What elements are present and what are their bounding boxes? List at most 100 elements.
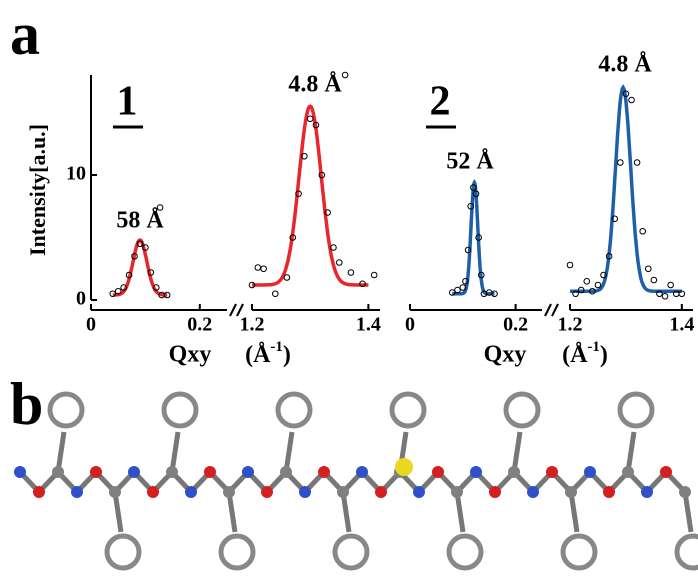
- fit-curve: [252, 106, 368, 285]
- atom: [33, 486, 45, 498]
- atom: [565, 486, 577, 498]
- bond: [115, 492, 121, 532]
- atom: [489, 486, 501, 498]
- atom: [432, 466, 444, 478]
- bond: [58, 432, 64, 472]
- ring: [677, 536, 698, 568]
- data-point: [634, 160, 640, 166]
- atom: [584, 466, 596, 478]
- atom: [413, 486, 425, 498]
- peak-label: 4.8 Å: [288, 72, 342, 98]
- atom: [185, 486, 197, 498]
- bond: [172, 432, 178, 472]
- data-point: [255, 265, 261, 271]
- panel-number: 1: [117, 79, 138, 125]
- atom: [603, 486, 615, 498]
- atom: [261, 486, 273, 498]
- atom: [660, 466, 672, 478]
- data-point: [662, 293, 668, 299]
- x-axis-unit-part: (Å: [562, 342, 588, 368]
- ring: [335, 536, 367, 568]
- atom: [318, 466, 330, 478]
- atom: [508, 466, 520, 478]
- fit-curve: [452, 183, 494, 294]
- panel-number: 2: [430, 79, 451, 125]
- atom: [679, 486, 691, 498]
- x-axis-label: Qxy: [169, 342, 212, 368]
- atom-sulfur: [395, 458, 413, 476]
- atom: [204, 466, 216, 478]
- ring: [392, 394, 424, 426]
- atom: [375, 486, 387, 498]
- peak-label: 58 Å: [116, 208, 164, 234]
- atom: [641, 486, 653, 498]
- atom: [470, 466, 482, 478]
- atom: [223, 486, 235, 498]
- atom: [147, 486, 159, 498]
- bond: [571, 492, 577, 532]
- x-axis-unit-part: ): [283, 342, 291, 368]
- x-axis-unit: (Å-1): [245, 339, 291, 367]
- atom: [356, 466, 368, 478]
- atom: [451, 486, 463, 498]
- data-point: [651, 277, 657, 283]
- atom: [166, 466, 178, 478]
- x-tick-label: 1.4: [669, 314, 694, 336]
- bond: [628, 432, 634, 472]
- x-axis-unit-part: (Å: [245, 342, 271, 368]
- axis-break: [230, 304, 236, 316]
- ring: [278, 394, 310, 426]
- data-point: [284, 275, 290, 281]
- axis-break: [545, 304, 551, 316]
- data-point: [342, 72, 348, 78]
- data-point: [336, 260, 342, 266]
- x-tick-label: 0.2: [503, 314, 528, 336]
- bond: [685, 492, 691, 532]
- data-point: [272, 291, 278, 297]
- atom: [71, 486, 83, 498]
- atom: [527, 486, 539, 498]
- panel-label: b: [10, 371, 43, 437]
- bond: [514, 432, 520, 472]
- atom: [337, 486, 349, 498]
- x-tick-label: 1.4: [356, 314, 381, 336]
- y-tick-label: 0: [76, 288, 86, 310]
- x-tick-label: 0.2: [187, 314, 212, 336]
- data-point: [679, 291, 685, 297]
- panel-label: a: [10, 1, 40, 67]
- atom: [622, 466, 634, 478]
- ring: [221, 536, 253, 568]
- bond: [343, 492, 349, 532]
- x-tick-label: 0: [405, 314, 415, 336]
- x-tick-label: 0: [86, 314, 96, 336]
- data-point: [618, 160, 624, 166]
- x-axis-unit-part: -1: [587, 339, 600, 355]
- data-point: [645, 266, 651, 272]
- figure: a b 010Intensity[a.u.]100.258 Å1.21.44.8…: [0, 0, 698, 578]
- data-point: [307, 116, 313, 122]
- atom: [242, 466, 254, 478]
- bond: [286, 432, 292, 472]
- ring: [449, 536, 481, 568]
- atom: [90, 466, 102, 478]
- atom: [52, 466, 64, 478]
- ring: [50, 394, 82, 426]
- molecule: [14, 394, 698, 568]
- x-tick-label: 1.2: [558, 314, 583, 336]
- bond: [229, 492, 235, 532]
- data-point: [629, 97, 635, 103]
- y-axis-label: Intensity[a.u.]: [25, 124, 50, 256]
- data-point: [261, 266, 267, 272]
- data-point: [595, 282, 601, 288]
- atom: [109, 486, 121, 498]
- bond: [457, 492, 463, 532]
- data-point: [668, 282, 674, 288]
- x-axis-unit-part: -1: [270, 339, 283, 355]
- y-tick-label: 10: [66, 163, 86, 185]
- x-axis-unit: (Å-1): [562, 339, 608, 367]
- peak-label: 4.8 Å: [598, 52, 652, 78]
- atom: [546, 466, 558, 478]
- x-tick-label: 1.2: [240, 314, 265, 336]
- atom: [299, 486, 311, 498]
- data-point: [348, 270, 354, 276]
